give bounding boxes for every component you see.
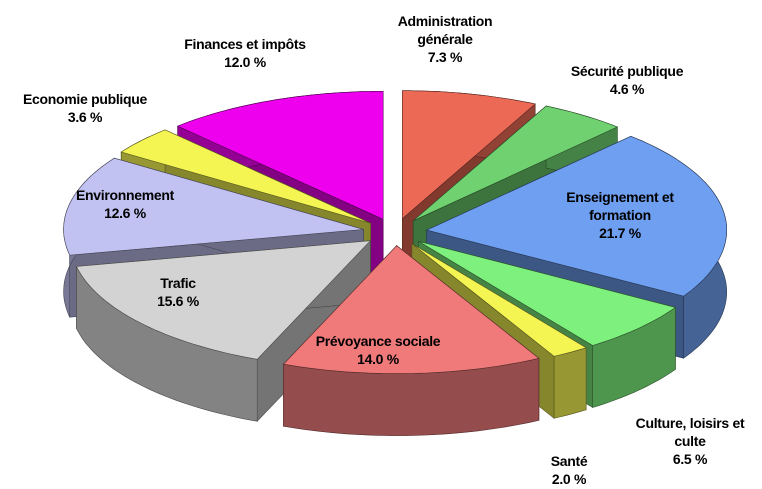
value-label: 3.6 %	[67, 109, 103, 125]
category-label: Trafic	[160, 275, 196, 291]
slice-label: Finances et impôts 12.0 %	[160, 35, 330, 71]
slice-wall	[553, 347, 587, 419]
category-label: Environnement	[75, 187, 174, 203]
category-label: Economie publique	[22, 91, 148, 107]
slice-label: Economie publique 3.6 %	[5, 90, 165, 126]
slice-label: Administration générale 7.3 %	[380, 12, 510, 66]
slice-label: Santé 2.0 %	[539, 452, 599, 488]
slice	[411, 243, 587, 357]
category-label: Culture, loisirs et culte	[635, 415, 745, 449]
category-label: Administration générale	[397, 13, 493, 47]
value-label: 4.6 %	[609, 81, 645, 97]
value-label: 14.0 %	[357, 351, 399, 367]
category-label: Finances et impôts	[184, 36, 306, 52]
slice	[425, 135, 728, 297]
slice	[63, 157, 364, 256]
slice	[120, 129, 371, 224]
slice-label: Enseignement et formation 21.7 %	[550, 188, 690, 242]
slice	[413, 105, 619, 222]
value-label: 12.0 %	[224, 54, 266, 70]
slice-label: Environnement 12.6 %	[55, 186, 195, 222]
value-label: 2.0 %	[551, 471, 587, 487]
slice	[282, 245, 540, 374]
slice-label: Prévoyance sociale 14.0 %	[283, 332, 473, 368]
category-label: Prévoyance sociale	[315, 333, 441, 349]
category-label: Sécurité publique	[570, 63, 684, 79]
slice	[176, 91, 384, 220]
value-label: 6.5 %	[672, 451, 708, 467]
slice	[418, 241, 677, 346]
value-label: 21.7 %	[599, 225, 641, 241]
value-label: 12.6 %	[104, 205, 146, 221]
slice-label: Sécurité publique 4.6 %	[547, 62, 707, 98]
slice-label: Trafic 15.6 %	[138, 274, 218, 310]
category-label: Santé	[550, 453, 588, 469]
slice	[76, 240, 372, 360]
category-label: Enseignement et formation	[566, 189, 674, 223]
slice	[402, 90, 536, 220]
value-label: 7.3 %	[427, 49, 463, 65]
value-label: 15.6 %	[157, 293, 199, 309]
slice-label: Culture, loisirs et culte 6.5 %	[625, 414, 755, 468]
